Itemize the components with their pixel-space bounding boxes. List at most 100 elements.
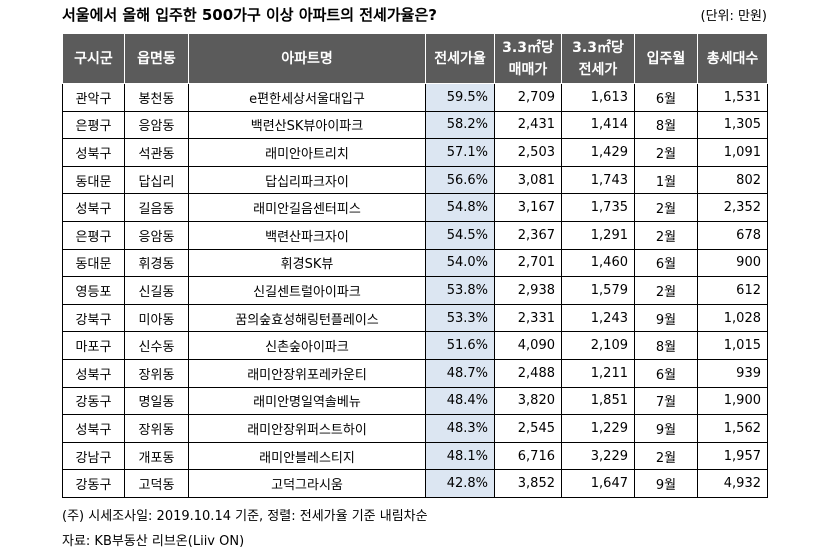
- column-header: 입주월: [634, 33, 698, 84]
- table-cell: 휘경동: [124, 248, 189, 278]
- table-cell: 미아동: [124, 303, 189, 333]
- table-cell: 영등포: [62, 276, 125, 305]
- table-cell: 래미안아트리치: [188, 138, 426, 167]
- table-row: 마포구 신수동 신촌숲아이파크 51.6% 4,090 2,109 8월 1,015: [62, 331, 768, 360]
- table-cell: 2,367: [494, 220, 562, 250]
- table-cell: 1,429: [561, 138, 635, 167]
- table-cell: 612: [697, 276, 768, 305]
- table-cell: 래미안장위포레카운티: [188, 358, 426, 388]
- table-cell: 1,743: [561, 165, 635, 195]
- table-cell: 1,015: [697, 331, 768, 360]
- table-cell: 동대문: [62, 165, 125, 195]
- table-cell: 42.8%: [425, 469, 495, 498]
- table-cell: 59.5%: [425, 83, 495, 112]
- table-cell: 래미안길음센터피스: [188, 193, 426, 222]
- table-cell: 은평구: [62, 220, 125, 250]
- table-cell: 강동구: [62, 469, 125, 498]
- table-cell: 강동구: [62, 386, 125, 416]
- table-row: 관악구 봉천동 e편한세상서울대입구 59.5% 2,709 1,613 6월 1,531: [62, 83, 768, 112]
- table-cell: 2,545: [494, 414, 562, 443]
- table-cell: 48.3%: [425, 414, 495, 443]
- title: 서울에서 올해 입주한 500가구 이상 아파트의 전세가율은?: [62, 6, 437, 24]
- table-cell: e편한세상서울대입구: [188, 83, 426, 112]
- header-row: 구시군 읍면동 아파트명 전세가율 3.3㎡당 매매가 3.3㎡당 전세가 입주월 총세대수: [62, 33, 768, 84]
- table-cell: 4,932: [697, 469, 768, 498]
- table-cell: 1,531: [697, 83, 768, 112]
- table-cell: 1,211: [561, 358, 635, 388]
- table-cell: 강북구: [62, 303, 125, 333]
- source: 자료: KB부동산 리브온(Liiv ON): [62, 534, 245, 549]
- table-row: 동대문 답십리 답십리파크자이 56.6% 3,081 1,743 1월 802: [62, 165, 768, 195]
- column-header: 총세대수: [697, 33, 768, 84]
- table-body: 관악구 봉천동 e편한세상서울대입구 59.5% 2,709 1,613 6월 1,531 은평…: [62, 83, 768, 498]
- column-header: 3.3㎡당 매매가: [494, 33, 562, 84]
- table-cell: 1,414: [561, 110, 635, 140]
- table-row: 은평구 응암동 백련산SK뷰아이파크 58.2% 2,431 1,414 8월 1,305: [62, 110, 768, 140]
- table-cell: 54.0%: [425, 248, 495, 278]
- table-cell: 2월: [634, 276, 698, 305]
- table-cell: 성북구: [62, 358, 125, 388]
- table-cell: 1,028: [697, 303, 768, 333]
- table-cell: 성북구: [62, 414, 125, 443]
- table-cell: 1,091: [697, 138, 768, 167]
- table-cell: 래미안블레스티지: [188, 441, 426, 471]
- table-cell: 53.8%: [425, 276, 495, 305]
- table-cell: 신길센트럴아이파크: [188, 276, 426, 305]
- table-row: 강북구 미아동 꿈의숲효성해링턴플레이스 53.3% 2,331 1,243 9월 1,028: [62, 303, 768, 333]
- footnote: (주) 시세조사일: 2019.10.14 기준, 정렬: 전세가율 기준 내림…: [62, 509, 428, 524]
- table-cell: 6월: [634, 358, 698, 388]
- table-row: 성북구 장위동 래미안장위퍼스트하이 48.3% 2,545 1,229 9월 1,562: [62, 414, 768, 443]
- table-row: 강동구 명일동 래미안명일역솔베뉴 48.4% 3,820 1,851 7월 1,900: [62, 386, 768, 416]
- table-cell: 명일동: [124, 386, 189, 416]
- table-cell: 4,090: [494, 331, 562, 360]
- table-cell: 1,579: [561, 276, 635, 305]
- table-cell: 3,167: [494, 193, 562, 222]
- table-cell: 1,291: [561, 220, 635, 250]
- table-cell: 48.4%: [425, 386, 495, 416]
- table-cell: 성북구: [62, 138, 125, 167]
- table-cell: 1,562: [697, 414, 768, 443]
- table-cell: 6월: [634, 83, 698, 112]
- column-header: 3.3㎡당 전세가: [561, 33, 635, 84]
- table-cell: 1,957: [697, 441, 768, 471]
- table-cell: 고덕그라시움: [188, 469, 426, 498]
- table-cell: 백련산파크자이: [188, 220, 426, 250]
- table-cell: 1,900: [697, 386, 768, 416]
- table-cell: 고덕동: [124, 469, 189, 498]
- table-cell: 휘경SK뷰: [188, 248, 426, 278]
- table-row: 성북구 석관동 래미안아트리치 57.1% 2,503 1,429 2월 1,091: [62, 138, 768, 167]
- table-cell: 응암동: [124, 110, 189, 140]
- table-cell: 56.6%: [425, 165, 495, 195]
- table-cell: 9월: [634, 469, 698, 498]
- table-cell: 8월: [634, 331, 698, 360]
- table-cell: 900: [697, 248, 768, 278]
- table-cell: 1월: [634, 165, 698, 195]
- table-cell: 3,081: [494, 165, 562, 195]
- table-cell: 54.8%: [425, 193, 495, 222]
- table-cell: 1,460: [561, 248, 635, 278]
- table-cell: 3,852: [494, 469, 562, 498]
- table-cell: 2,701: [494, 248, 562, 278]
- table-row: 성북구 길음동 래미안길음센터피스 54.8% 3,167 1,735 2월 2,352: [62, 193, 768, 222]
- table-cell: 1,243: [561, 303, 635, 333]
- column-header: 전세가율: [425, 33, 495, 84]
- table-cell: 2월: [634, 220, 698, 250]
- table-cell: 58.2%: [425, 110, 495, 140]
- table-cell: 동대문: [62, 248, 125, 278]
- table-cell: 개포동: [124, 441, 189, 471]
- table-cell: 48.1%: [425, 441, 495, 471]
- table-cell: 57.1%: [425, 138, 495, 167]
- table-cell: 1,305: [697, 110, 768, 140]
- table-row: 강남구 개포동 래미안블레스티지 48.1% 6,716 3,229 2월 1,957: [62, 441, 768, 471]
- table-cell: 1,851: [561, 386, 635, 416]
- table-cell: 3,229: [561, 441, 635, 471]
- table-cell: 꿈의숲효성해링턴플레이스: [188, 303, 426, 333]
- table-cell: 939: [697, 358, 768, 388]
- table-cell: 2,431: [494, 110, 562, 140]
- table-cell: 2,709: [494, 83, 562, 112]
- table-cell: 48.7%: [425, 358, 495, 388]
- table-cell: 응암동: [124, 220, 189, 250]
- table-cell: 3,820: [494, 386, 562, 416]
- table-row: 강동구 고덕동 고덕그라시움 42.8% 3,852 1,647 9월 4,932: [62, 469, 768, 498]
- table-cell: 8월: [634, 110, 698, 140]
